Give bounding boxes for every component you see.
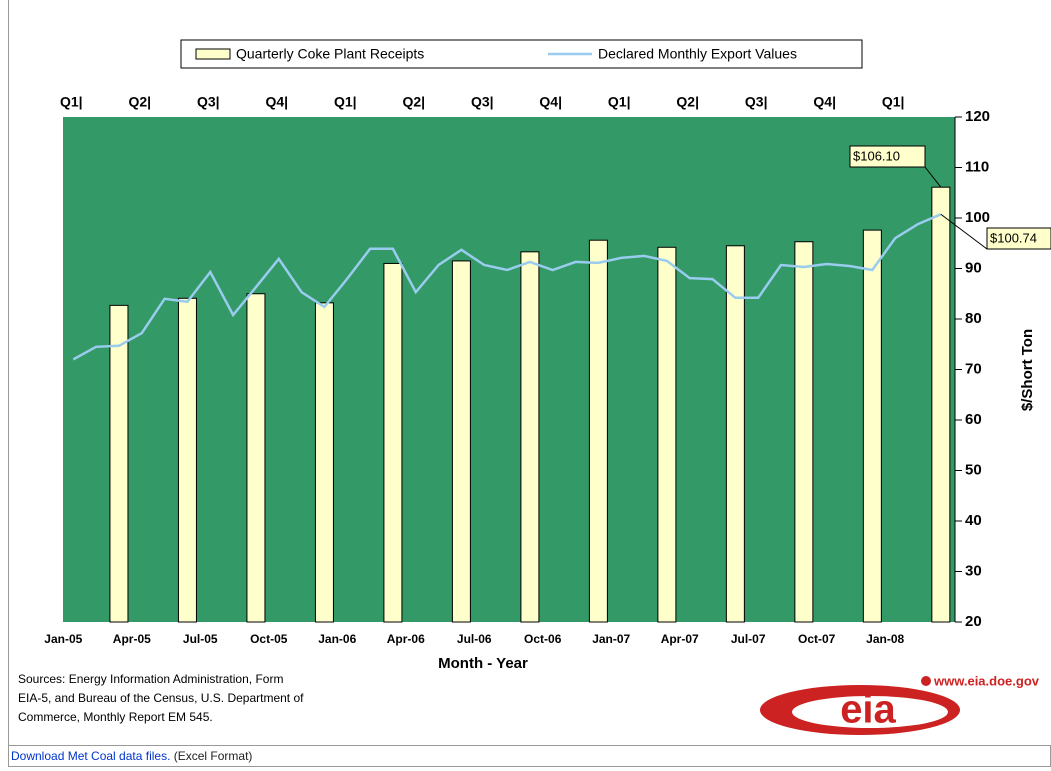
source-line: EIA-5, and Bureau of the Census, U.S. De…: [18, 691, 304, 705]
x-tick-label: Jul-07: [731, 632, 766, 646]
frame: [8, 0, 1051, 745]
quarter-label: Q1|: [608, 94, 631, 110]
bar: [383, 262, 403, 623]
footer: Download Met Coal data files. (Excel For…: [8, 745, 1051, 767]
legend: [180, 39, 863, 69]
y-tick-label: 70: [965, 360, 982, 377]
bar: [314, 302, 334, 623]
quarter-label: Q3|: [471, 94, 494, 110]
quarter-label: Q4|: [813, 94, 836, 110]
x-tick-label: Apr-06: [387, 632, 425, 646]
y-tick-label: 120: [965, 108, 990, 125]
line: [72, 213, 942, 361]
bar: [109, 304, 129, 623]
eia-logo: eia www.eia.doe.gov: [760, 673, 1040, 735]
logo-url: www.eia.doe.gov: [933, 673, 1040, 688]
logo-text: eia: [840, 688, 896, 732]
callout-leader: [940, 213, 988, 250]
data-label: $100.74: [990, 230, 1037, 245]
legend-label: Declared Monthly Export Values: [598, 46, 797, 62]
source-line: Sources: Energy Information Administrati…: [18, 672, 283, 686]
callout-leader: [924, 166, 942, 188]
y-tick-label: 60: [965, 411, 982, 428]
quarter-label: Q2|: [676, 94, 699, 110]
x-tick-label: Oct-05: [250, 632, 288, 646]
y-tick-label: 50: [965, 461, 982, 478]
y-tick-label: 20: [965, 613, 982, 630]
x-tick-label: Jul-05: [183, 632, 218, 646]
callout-box: [849, 145, 926, 168]
y-tick-label: 100: [965, 209, 990, 226]
quarter-label: Q3|: [745, 94, 768, 110]
y-tick-label: 80: [965, 310, 982, 327]
bar: [657, 246, 677, 623]
quarter-label: Q1|: [882, 94, 905, 110]
bar: [177, 297, 197, 623]
quarter-label: Q4|: [265, 94, 288, 110]
download-note: (Excel Format): [170, 749, 253, 763]
x-tick-label: Jan-08: [866, 632, 904, 646]
y-tick-label: 40: [965, 512, 982, 529]
bar: [520, 251, 540, 623]
x-tick-label: Apr-05: [113, 632, 151, 646]
quarter-label: Q1|: [334, 94, 357, 110]
bar: [246, 293, 266, 623]
bar: [725, 245, 745, 623]
bar: [794, 241, 814, 623]
quarter-label: Q2|: [128, 94, 151, 110]
bar: [588, 239, 608, 623]
legend-swatch: [195, 48, 231, 60]
data-label: $106.10: [853, 148, 900, 163]
x-tick-label: Jul-06: [457, 632, 492, 646]
x-tick-label: Jan-05: [44, 632, 82, 646]
x-tick-label: Oct-06: [524, 632, 562, 646]
quarter-label: Q4|: [539, 94, 562, 110]
legend-label: Quarterly Coke Plant Receipts: [236, 46, 424, 62]
y-tick-label: 110: [965, 158, 989, 175]
x-axis-label: Month - Year: [438, 655, 528, 672]
download-link[interactable]: Download Met Coal data files.: [11, 749, 171, 763]
x-tick-label: Jan-07: [592, 632, 630, 646]
quarter-label: Q2|: [402, 94, 425, 110]
chart: Month - Year $/Short Ton eia www.eia.doe…: [18, 39, 1051, 735]
y-tick-label: 90: [965, 259, 982, 276]
y-axis-label: $/Short Ton: [1019, 329, 1036, 411]
bar: [931, 186, 951, 623]
quarter-label: Q3|: [197, 94, 220, 110]
source-line: Commerce, Monthly Report EM 545.: [18, 710, 213, 724]
quarter-label: Q1|: [60, 94, 83, 110]
y-tick-label: 30: [965, 562, 982, 579]
x-tick-label: Oct-07: [798, 632, 836, 646]
bar: [451, 260, 471, 623]
callout-box: [986, 227, 1051, 250]
x-tick-label: Apr-07: [661, 632, 699, 646]
bar: [862, 229, 882, 623]
x-tick-label: Jan-06: [318, 632, 356, 646]
